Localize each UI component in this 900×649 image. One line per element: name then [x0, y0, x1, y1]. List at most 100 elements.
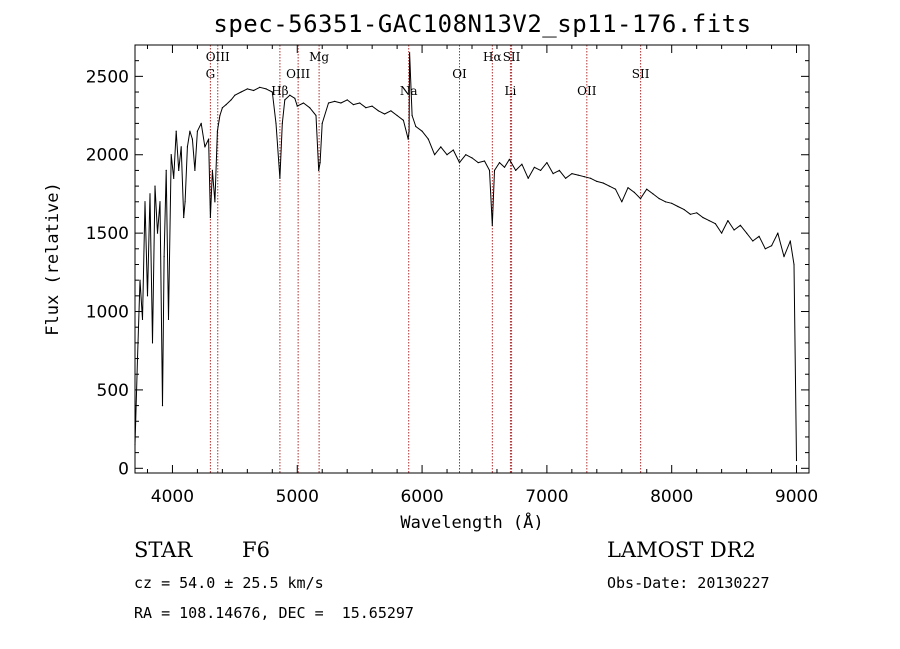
spectrum-line: [134, 52, 797, 461]
object-subclass: F6: [242, 538, 270, 562]
spectrum-point: [758, 235, 760, 237]
spectral-line-label: Hβ: [271, 84, 288, 98]
spectrum-point: [163, 256, 165, 258]
spectrum-point: [146, 295, 149, 297]
spectrum-point: [284, 99, 286, 101]
x-tick-label: 9000: [775, 487, 818, 507]
spectrum-point: [234, 94, 236, 96]
spectrum-point: [733, 229, 735, 231]
spectrum-point: [664, 201, 667, 203]
spectrum-point: [515, 169, 517, 171]
spectrum-point: [225, 104, 227, 106]
spectrum-point: [739, 224, 742, 226]
spectrum-point: [365, 107, 367, 109]
spectrum-point: [608, 185, 610, 187]
spectrum-point: [465, 154, 467, 156]
spectrum-point: [180, 146, 182, 148]
x-tick-label: 8000: [650, 487, 693, 507]
y-tick-label: 2000: [86, 146, 129, 166]
x-tick-label: 5000: [276, 487, 319, 507]
spectrum-point: [571, 173, 573, 175]
survey-name: LAMOST DR2: [607, 538, 756, 562]
spectrum-point: [639, 198, 642, 200]
spectrum-point: [296, 105, 298, 107]
spectrum-point: [211, 169, 213, 171]
spectrum-point: [527, 177, 529, 179]
spectrum-point: [521, 163, 523, 165]
spectrum-point: [246, 88, 248, 90]
spectrum-point: [407, 138, 409, 140]
y-tick-label: 1500: [86, 224, 129, 244]
spectrum-point: [621, 201, 623, 203]
spectrum-point: [191, 138, 193, 140]
spectrum-point: [683, 209, 685, 211]
spectrum-point: [471, 157, 473, 159]
spectrum-point: [196, 130, 198, 132]
spectrum-point: [309, 107, 311, 109]
spectrum-point: [602, 182, 604, 184]
spectrum-point: [334, 100, 336, 102]
spectrum-point: [159, 201, 161, 203]
spectrum-point: [183, 216, 185, 219]
spectrum-point: [216, 130, 218, 132]
spectrum-point: [652, 193, 654, 195]
spectrum-point: [783, 256, 785, 258]
spectrum-point: [346, 99, 348, 101]
spectrum-point: [340, 102, 342, 104]
spectrum-point: [752, 240, 754, 242]
spectrum-point: [633, 191, 635, 193]
spectrum-point: [671, 202, 673, 204]
spectrum-point: [156, 232, 159, 234]
spectrum-point: [214, 201, 216, 203]
spectrum-point: [646, 188, 648, 190]
spectrum-point: [477, 162, 479, 164]
spectrum-point: [165, 169, 167, 171]
spectrum-point: [503, 166, 506, 168]
spectrum-point: [208, 138, 210, 140]
spectrum-point: [315, 114, 317, 117]
spectrum-point: [508, 158, 510, 160]
spectrum-point: [415, 125, 417, 128]
spectrum-point: [377, 110, 379, 112]
spectrum-point: [421, 130, 423, 132]
spectrum-point: [764, 248, 766, 250]
spectrum-point: [253, 89, 255, 92]
spectrum-point: [793, 263, 795, 266]
spectrum-point: [614, 188, 617, 190]
spectrum-point: [577, 174, 579, 176]
spectrum-point: [318, 169, 320, 171]
spectrum-point: [149, 193, 151, 195]
spectrum-point: [319, 162, 321, 164]
spectrum-point: [408, 130, 410, 132]
spectrum-point: [259, 86, 261, 88]
spectrum-point: [540, 169, 542, 171]
spectrum-point: [281, 122, 283, 124]
y-tick-label: 0: [118, 459, 129, 479]
spectrum-point: [452, 149, 454, 151]
spectrum-point: [170, 154, 172, 156]
spectrum-point: [696, 212, 698, 214]
spectrum-point: [714, 223, 717, 225]
plot-frame: [134, 44, 810, 474]
spectrum-point: [230, 99, 232, 101]
y-tick-label: 500: [97, 381, 129, 401]
spectrum-point: [186, 146, 188, 148]
spectrum-point: [498, 162, 501, 164]
spectrum-point: [359, 102, 361, 104]
spectral-line-label: OIII: [286, 67, 310, 81]
spectrum-point: [279, 177, 281, 179]
spectrum-point: [161, 405, 164, 407]
object-class: STAR: [134, 538, 193, 562]
spectrum-point: [302, 102, 305, 104]
spectrum-point: [151, 342, 154, 344]
spectrum-point: [167, 318, 170, 320]
spectrum-point: [658, 198, 660, 200]
spectrum-point: [321, 122, 323, 124]
spectrum-point: [721, 232, 723, 234]
spectrum-point: [136, 358, 139, 360]
spectrum-point: [533, 166, 536, 168]
spectrum-point: [294, 97, 296, 99]
chart-title: spec-56351-GAC108N13V2_sp11-176.fits: [213, 10, 752, 38]
spectrum-point: [493, 169, 496, 171]
spectrum-point: [240, 91, 242, 93]
